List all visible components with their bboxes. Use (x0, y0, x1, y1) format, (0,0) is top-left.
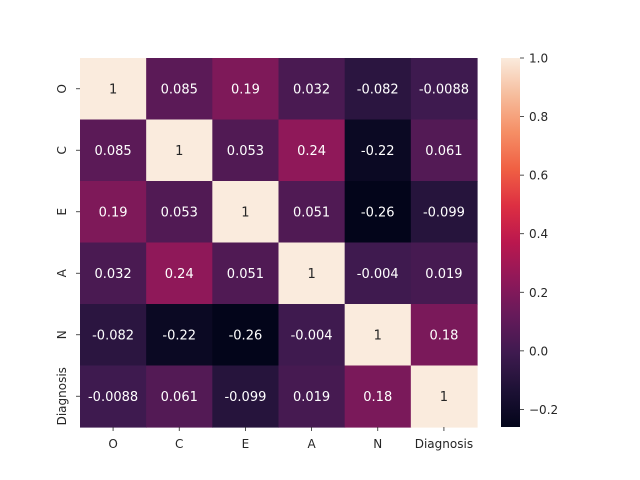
cell-annotation: 1 (307, 267, 315, 282)
heatmap-cell (410, 58, 478, 121)
cell-annotation: 0.18 (363, 390, 392, 405)
colorbar-tick-label: 0.4 (529, 227, 548, 241)
heatmap-cell (410, 242, 478, 305)
x-tick-label: N (373, 437, 382, 451)
cell-annotation: -0.004 (357, 267, 399, 282)
x-axis-ticks: O C E A N Diagnosis (108, 427, 473, 451)
heatmap-cell (212, 365, 280, 428)
cell-annotation: -0.099 (224, 390, 266, 405)
colorbar-tick-label: 0.2 (529, 286, 548, 300)
heatmap-cell (146, 242, 213, 305)
heatmap-cell (80, 181, 147, 244)
cell-annotation: 0.053 (227, 144, 264, 159)
colorbar-ticks: −0.2 0.0 0.2 0.4 0.6 0.8 1.0 (520, 52, 558, 417)
heatmap-cell (212, 181, 280, 244)
y-tick-label: C (55, 146, 69, 154)
cell-annotation: -0.004 (291, 328, 333, 343)
heatmap-cell (278, 242, 346, 305)
cell-annotation: 1 (109, 82, 117, 97)
y-tick-label: E (55, 208, 69, 216)
x-tick-label: A (307, 437, 316, 451)
cell-annotation: -0.22 (361, 144, 395, 159)
y-tick-label: A (55, 268, 69, 277)
cell-annotation: -0.0088 (88, 390, 138, 405)
heatmap-cell (212, 242, 280, 305)
cell-annotation: 0.053 (161, 205, 198, 220)
colorbar-tick-label: 1.0 (529, 52, 548, 66)
cell-annotation: -0.0088 (419, 82, 469, 97)
cell-annotation: 1 (374, 328, 382, 343)
heatmap-cell (344, 58, 412, 121)
cell-annotation: 0.24 (297, 144, 326, 159)
cell-annotation: 1 (241, 205, 249, 220)
heatmap-cell (278, 304, 346, 367)
cell-annotation: 0.032 (293, 82, 330, 97)
x-tick-label: O (108, 437, 117, 451)
heatmap-cell (146, 119, 213, 182)
x-tick-label: E (242, 437, 250, 451)
cell-annotation: -0.082 (357, 82, 399, 97)
heatmap-cell (80, 365, 147, 428)
heatmap-cell (80, 58, 147, 121)
cell-annotation: 0.061 (425, 144, 462, 159)
y-tick-label: N (55, 330, 69, 339)
cell-annotation: 0.051 (293, 205, 330, 220)
heatmap-annotations: 1 0.085 0.19 0.032 -0.082 -0.0088 0.085 1 0.053 0… (88, 82, 469, 405)
heatmap-cell (212, 58, 280, 121)
colorbar-tick-label: −0.2 (529, 403, 558, 417)
heatmap-cell (278, 181, 346, 244)
cell-annotation: -0.26 (229, 328, 263, 343)
heatmap-cell (146, 304, 213, 367)
cell-annotation: 0.085 (94, 144, 131, 159)
cell-annotation: -0.22 (162, 328, 196, 343)
heatmap-cell (278, 365, 346, 428)
heatmap-cell (344, 304, 412, 367)
heatmap-cell (344, 365, 412, 428)
x-tick-label: C (175, 437, 183, 451)
y-tick-label: O (55, 84, 69, 93)
heatmap-cells (80, 58, 478, 428)
heatmap-cell (212, 304, 280, 367)
heatmap-cell (344, 242, 412, 305)
cell-annotation: 0.085 (161, 82, 198, 97)
cell-annotation: 0.019 (425, 267, 462, 282)
colorbar-tick-label: 0.0 (529, 344, 548, 358)
cell-annotation: 0.19 (231, 82, 260, 97)
heatmap-cell (410, 119, 478, 182)
cell-annotation: 0.18 (429, 328, 458, 343)
x-tick-label: Diagnosis (415, 437, 473, 451)
cell-annotation: -0.082 (92, 328, 134, 343)
cell-annotation: 0.061 (161, 390, 198, 405)
cell-annotation: -0.26 (361, 205, 395, 220)
y-axis-ticks: O C E A N Diagnosis (55, 84, 80, 425)
cell-annotation: 0.24 (165, 267, 194, 282)
heatmap-cell (80, 304, 147, 367)
cell-annotation: -0.099 (423, 205, 465, 220)
colorbar (501, 58, 520, 427)
cell-annotation: 0.19 (99, 205, 128, 220)
colorbar-tick-label: 0.8 (529, 110, 548, 124)
heatmap-cell (344, 119, 412, 182)
heatmap-cell (344, 181, 412, 244)
heatmap-cell (146, 58, 213, 121)
cell-annotation: 1 (440, 390, 448, 405)
colorbar-tick-label: 0.6 (529, 169, 548, 183)
heatmap-cell (410, 365, 478, 428)
heatmap-cell (410, 304, 478, 367)
heatmap-cell (80, 242, 147, 305)
cell-annotation: 1 (175, 144, 183, 159)
heatmap-cell (278, 58, 346, 121)
cell-annotation: 0.032 (94, 267, 131, 282)
y-tick-label: Diagnosis (55, 367, 69, 425)
heatmap-cell (410, 181, 478, 244)
colorbar-gradient (501, 58, 520, 427)
cell-annotation: 0.019 (293, 390, 330, 405)
heatmap-cell (146, 365, 213, 428)
heatmap-cell (80, 119, 147, 182)
heatmap-cell (278, 119, 346, 182)
heatmap-cell (146, 181, 213, 244)
cell-annotation: 0.051 (227, 267, 264, 282)
heatmap-cell (212, 119, 280, 182)
